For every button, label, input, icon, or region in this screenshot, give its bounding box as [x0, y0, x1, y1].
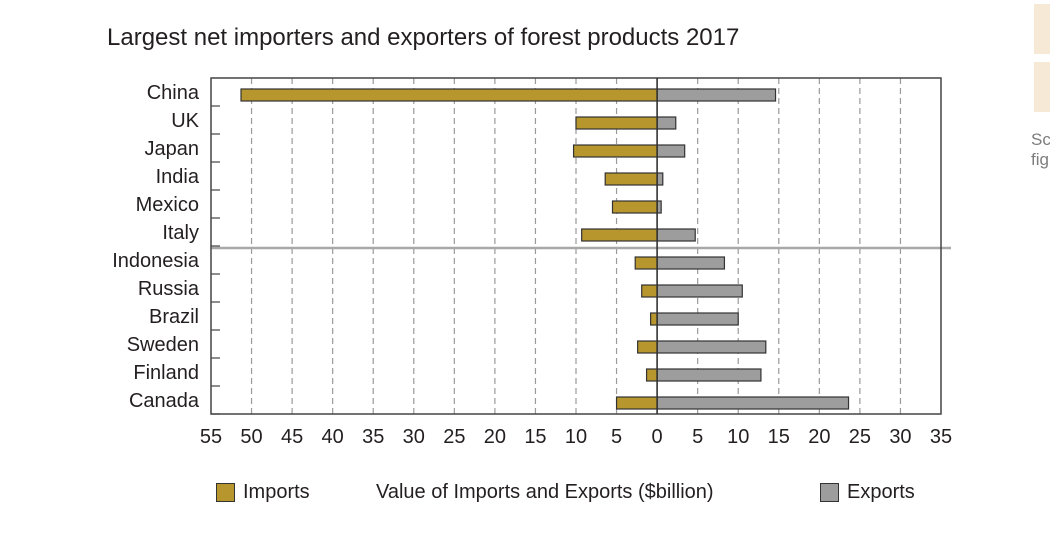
legend-exports-swatch — [820, 483, 839, 502]
imports-bar — [575, 116, 658, 130]
legend-exports-label: Exports — [847, 481, 915, 503]
x-tick-label: 20 — [484, 426, 506, 448]
x-tick-label: 10 — [727, 426, 749, 448]
legend-imports: Imports — [216, 481, 310, 504]
x-tick-label: 5 — [611, 426, 622, 448]
exports-bar — [656, 116, 677, 130]
imports-bar — [637, 340, 658, 354]
category-label: Mexico — [136, 194, 199, 216]
category-label: Italy — [162, 222, 199, 244]
x-tick-label: 10 — [565, 426, 587, 448]
x-axis-label: Value of Imports and Exports ($billion) — [376, 481, 714, 503]
legend-imports-swatch — [216, 483, 235, 502]
category-label: Brazil — [149, 306, 199, 328]
exports-bar — [656, 284, 743, 298]
exports-bar — [656, 312, 739, 326]
axes-layer — [210, 77, 942, 415]
category-label: Russia — [138, 278, 200, 300]
sidebar-text: Sc fig — [1031, 130, 1050, 170]
sidebar-box — [1034, 62, 1050, 112]
category-label: Sweden — [127, 334, 199, 356]
legend-imports-label: Imports — [243, 481, 310, 503]
imports-bar — [240, 88, 658, 102]
exports-bar — [656, 396, 850, 410]
category-label: India — [156, 166, 200, 188]
imports-bar — [572, 144, 658, 158]
category-label: Japan — [145, 138, 200, 160]
x-tick-label: 35 — [930, 426, 952, 448]
x-tick-label: 35 — [362, 426, 384, 448]
grid-layer — [211, 78, 951, 414]
imports-bar — [634, 256, 658, 270]
x-tick-label: 15 — [524, 426, 546, 448]
sidebar-text-line: Sc — [1031, 130, 1050, 149]
category-label: Finland — [133, 362, 199, 384]
imports-bar — [581, 228, 658, 242]
x-tick-label: 55 — [200, 426, 222, 448]
x-tick-label: 50 — [240, 426, 262, 448]
category-label: China — [147, 82, 200, 104]
imports-bar — [611, 200, 658, 214]
imports-bar — [650, 312, 658, 326]
x-tick-label: 25 — [443, 426, 465, 448]
exports-bar — [656, 340, 767, 354]
sidebar-box — [1034, 4, 1050, 54]
exports-bar — [656, 228, 696, 242]
x-tick-label: 25 — [849, 426, 871, 448]
x-tick-label: 0 — [652, 426, 663, 448]
sidebar-text-line: fig — [1031, 150, 1049, 169]
x-tick-label: 15 — [768, 426, 790, 448]
imports-bar — [615, 396, 658, 410]
imports-bar — [604, 172, 658, 186]
exports-bar — [656, 368, 762, 382]
x-tick-label: 30 — [403, 426, 425, 448]
imports-bar — [641, 284, 658, 298]
x-tick-label: 45 — [281, 426, 303, 448]
x-tick-label: 40 — [322, 426, 344, 448]
x-tick-label: 5 — [692, 426, 703, 448]
exports-bar — [656, 144, 686, 158]
exports-bar — [656, 88, 777, 102]
category-label: Indonesia — [112, 250, 200, 272]
chart-title: Largest net importers and exporters of f… — [107, 24, 740, 51]
x-tick-label: 30 — [889, 426, 911, 448]
exports-bar — [656, 172, 664, 186]
category-label: Canada — [129, 390, 200, 412]
imports-bar — [645, 368, 658, 382]
labels-layer: China UK Japan India Mexico Italy Indonesia Rus… — [112, 82, 952, 448]
category-label: UK — [171, 110, 199, 132]
legend-exports: Exports — [820, 481, 915, 504]
x-tick-label: 20 — [808, 426, 830, 448]
exports-bar — [656, 256, 726, 270]
